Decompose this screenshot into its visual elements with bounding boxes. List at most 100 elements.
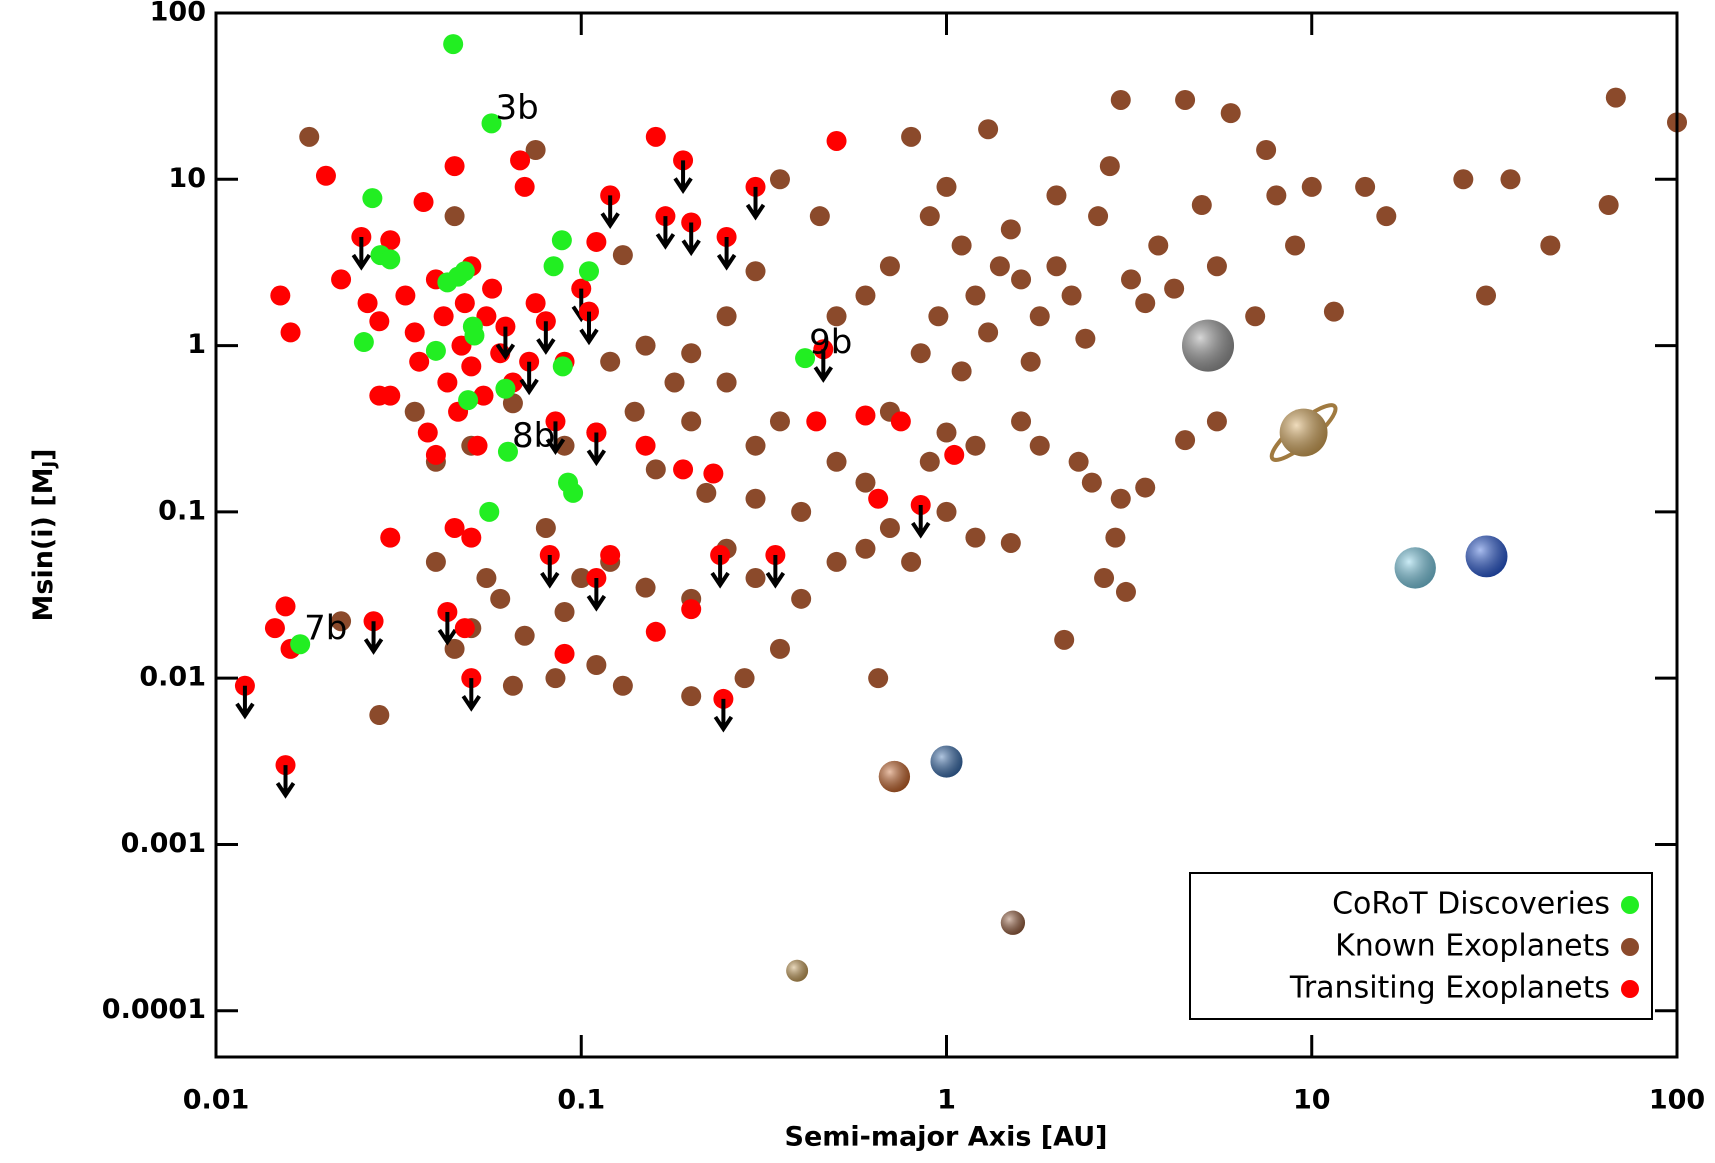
- point: [809, 206, 830, 227]
- point: [497, 441, 518, 462]
- upper-limit-arrow: [545, 421, 566, 456]
- point: [362, 188, 383, 209]
- point: [380, 230, 401, 251]
- planet-shade: [878, 760, 911, 793]
- point: [1135, 293, 1156, 314]
- point: [380, 249, 401, 270]
- point: [645, 621, 666, 642]
- upper-limit-arrow: [681, 222, 701, 257]
- legend-swatch: [1621, 896, 1639, 914]
- point: [290, 634, 311, 655]
- point: [826, 551, 847, 572]
- x-tick-label: 100: [1649, 1085, 1705, 1116]
- point: [454, 293, 475, 314]
- upper-limit-arrow: [673, 160, 693, 194]
- point: [554, 435, 575, 456]
- y-axis-label: Msin(i) [MJ]: [28, 448, 61, 621]
- point: [1500, 169, 1521, 190]
- point: [1266, 185, 1287, 206]
- legend-label: Transiting Exoplanets: [1289, 971, 1610, 1006]
- point: [1206, 256, 1227, 277]
- point: [552, 356, 573, 377]
- point: [502, 675, 523, 696]
- planet: [1269, 403, 1338, 462]
- point: [551, 230, 572, 251]
- point: [461, 356, 482, 377]
- point: [769, 411, 790, 432]
- point: [299, 126, 320, 147]
- point: [1476, 285, 1497, 306]
- point: [681, 411, 702, 432]
- point: [1301, 176, 1322, 197]
- point: [936, 422, 957, 443]
- point: [635, 435, 656, 456]
- point: [454, 261, 475, 282]
- point: [1285, 235, 1306, 256]
- point: [1206, 411, 1227, 432]
- x-axis-label: Semi-major Axis [AU]: [785, 1122, 1108, 1153]
- point: [855, 285, 876, 306]
- point: [745, 435, 766, 456]
- point: [433, 306, 454, 327]
- point: [769, 169, 790, 190]
- x-tick-label: 0.1: [557, 1085, 605, 1116]
- point: [1191, 195, 1212, 216]
- point: [264, 618, 285, 639]
- point: [965, 527, 986, 548]
- point: [600, 545, 621, 566]
- upper-limit-arrow: [655, 216, 676, 250]
- point: [479, 501, 500, 522]
- point: [535, 517, 556, 538]
- point: [380, 385, 401, 406]
- point: [826, 130, 847, 151]
- planet-shade: [1000, 910, 1026, 935]
- point: [543, 256, 564, 277]
- point: [425, 444, 446, 465]
- planet-shade: [1394, 547, 1436, 589]
- planet: [786, 959, 809, 982]
- upper-limit-arrow: [586, 432, 607, 467]
- point: [425, 551, 446, 572]
- point: [1000, 219, 1021, 240]
- point: [951, 235, 972, 256]
- point: [443, 34, 464, 55]
- upper-limit-arrow: [540, 555, 560, 589]
- point: [1054, 629, 1075, 650]
- point: [696, 482, 717, 503]
- point: [444, 638, 465, 659]
- point: [409, 351, 430, 372]
- point: [369, 705, 390, 726]
- point: [1110, 488, 1131, 509]
- point: [280, 322, 301, 343]
- planet: [1000, 910, 1026, 935]
- upper-limit-arrow: [461, 678, 481, 712]
- point: [578, 261, 599, 282]
- upper-limit-arrow: [275, 765, 296, 799]
- point: [1011, 411, 1032, 432]
- planet: [1182, 319, 1235, 372]
- x-tick-label: 10: [1293, 1085, 1331, 1116]
- point: [571, 568, 592, 589]
- upper-limit-arrow: [536, 321, 556, 355]
- point: [978, 322, 999, 343]
- annotation: 7b: [304, 609, 347, 649]
- point: [437, 372, 458, 393]
- point: [664, 372, 685, 393]
- planet: [930, 745, 963, 778]
- upper-limit-arrow: [600, 195, 620, 230]
- point: [1115, 581, 1136, 602]
- point: [612, 245, 633, 266]
- point: [417, 422, 438, 443]
- point: [1029, 435, 1050, 456]
- point: [745, 488, 766, 509]
- point: [855, 538, 876, 559]
- upper-limit-arrow: [363, 621, 384, 655]
- point: [514, 625, 535, 646]
- point: [745, 568, 766, 589]
- point: [645, 459, 666, 480]
- point: [1020, 351, 1041, 372]
- annotation: 9b: [809, 323, 852, 363]
- upper-limit-arrow: [710, 555, 730, 589]
- point: [890, 411, 911, 432]
- point: [545, 668, 566, 689]
